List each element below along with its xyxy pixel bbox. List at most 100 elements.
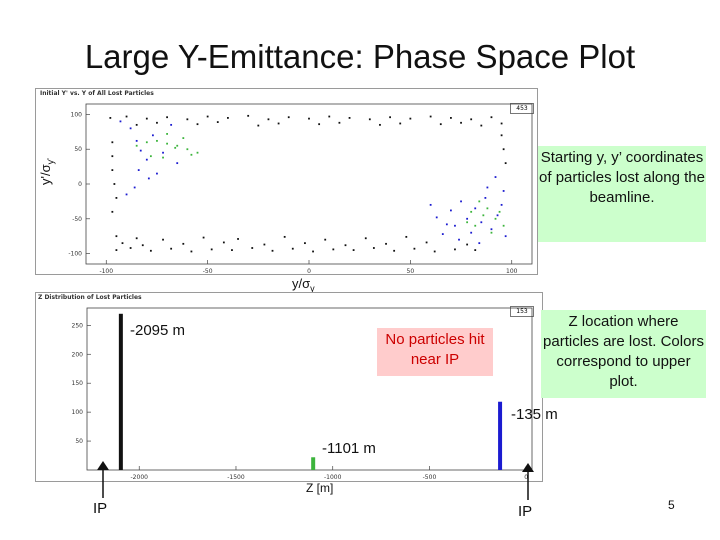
scatter-point-green (182, 137, 185, 139)
scatter-point-black (474, 249, 477, 251)
scatter-point-black (216, 121, 219, 123)
lower-id-box: 153 (510, 306, 534, 317)
scatter-point-black (352, 249, 355, 251)
scatter-point-black (263, 243, 266, 246)
scatter-point-blue (137, 169, 140, 171)
scatter-point-black (389, 116, 391, 119)
scatter-point-black (328, 115, 331, 118)
scatter-point-black (364, 237, 367, 240)
scatter-point-blue (176, 162, 179, 165)
upper-x-tick-label: -50 (203, 268, 213, 275)
scatter-point-green (470, 210, 473, 213)
scatter-point-black (348, 117, 351, 119)
upper-y-tick-label: 0 (78, 181, 82, 188)
scatter-point-blue (466, 217, 469, 220)
scatter-point-green (502, 224, 505, 227)
scatter-point-black (283, 235, 286, 238)
lower-id-value: 153 (516, 308, 528, 315)
slide-title: Large Y-Emittance: Phase Space Plot (84, 38, 636, 75)
scatter-point-blue (170, 123, 173, 126)
lower-plot-header: Z Distribution of Lost Particles (38, 294, 142, 301)
scatter-point-black (210, 248, 213, 251)
upper-y-tick-label: -50 (72, 216, 82, 223)
lower-x-axis-label: Z [m] (306, 481, 334, 495)
scatter-point-black (308, 117, 310, 120)
scatter-point-black (267, 118, 270, 121)
z-bar-black (118, 313, 123, 470)
scatter-point-black (222, 241, 225, 244)
ip-right-arrowhead (522, 463, 534, 472)
scatter-point-black (111, 141, 114, 144)
scatter-point-black (135, 123, 138, 126)
scatter-point-blue (490, 228, 493, 231)
upper-y-tick-label: -100 (68, 251, 82, 258)
scatter-point-black (202, 236, 205, 239)
upper-plot-header: Initial Y' vs. Y of All Lost Particles (40, 90, 154, 97)
middle-callout: No particles hit near IP (377, 328, 493, 376)
scatter-point-green (156, 139, 158, 142)
upper-x-axis-label: y/σy (292, 276, 315, 294)
ip-left-arrowhead (97, 461, 109, 470)
scatter-point-black (405, 235, 408, 238)
scatter-point-black (251, 247, 254, 249)
scatter-point-black (115, 235, 118, 238)
scatter-point-green (166, 142, 168, 145)
lower-x-tick-label: -1500 (227, 474, 245, 481)
lower-x-tick-label: 0 (524, 474, 528, 481)
scatter-point-blue (125, 193, 128, 196)
scatter-point-blue (458, 238, 460, 241)
scatter-point-black (257, 124, 260, 127)
scatter-point-blue (460, 200, 462, 203)
scatter-point-green (494, 217, 497, 220)
scatter-point-black (287, 116, 290, 119)
scatter-point-blue (135, 139, 138, 142)
scatter-point-black (466, 243, 469, 246)
page-number: 5 (668, 498, 675, 512)
scatter-point-black (433, 250, 436, 253)
scatter-point-blue (450, 209, 452, 212)
scatter-point-black (206, 115, 209, 118)
scatter-point-black (111, 169, 114, 171)
scatter-point-green (176, 144, 179, 147)
scatter-point-green (478, 200, 481, 203)
scatter-point-black (115, 197, 118, 199)
scatter-point-black (429, 115, 432, 118)
scatter-point-blue (429, 203, 432, 206)
lower-x-tick-label: -2000 (131, 474, 149, 481)
scatter-point-black (162, 238, 164, 241)
scatter-point-green (186, 148, 189, 151)
scatter-point-black (111, 210, 114, 213)
scatter-point-black (338, 121, 341, 124)
scatter-point-green (162, 156, 164, 159)
scatter-point-blue (474, 207, 477, 210)
scatter-point-blue (435, 216, 438, 219)
scatter-point-blue (496, 214, 499, 217)
scatter-point-green (196, 151, 199, 154)
scatter-point-black (196, 123, 199, 126)
scatter-point-black (379, 123, 381, 126)
scatter-point-black (372, 247, 375, 249)
scatter-point-blue (502, 190, 505, 192)
scatter-point-green (498, 210, 501, 213)
lower-y-tick-label: 50 (75, 438, 83, 445)
scatter-point-black (141, 244, 144, 247)
scatter-point-black (304, 242, 306, 245)
middle-bar-annotation: -1101 m (322, 440, 376, 457)
scatter-point-black (156, 121, 158, 124)
scatter-point-black (129, 247, 132, 249)
scatter-point-black (502, 148, 505, 151)
lower-y-tick-label: 200 (72, 351, 84, 358)
scatter-point-black (277, 122, 280, 125)
scatter-point-blue (129, 127, 132, 130)
scatter-point-black (344, 244, 347, 247)
scatter-point-black (125, 115, 128, 118)
upper-x-tick-label: 50 (407, 268, 415, 275)
scatter-point-blue (480, 221, 483, 224)
scatter-point-blue (162, 151, 164, 154)
scatter-point-black (145, 117, 148, 120)
scatter-point-black (190, 250, 193, 253)
scatter-point-black (318, 123, 321, 126)
scatter-point-blue (119, 120, 122, 123)
